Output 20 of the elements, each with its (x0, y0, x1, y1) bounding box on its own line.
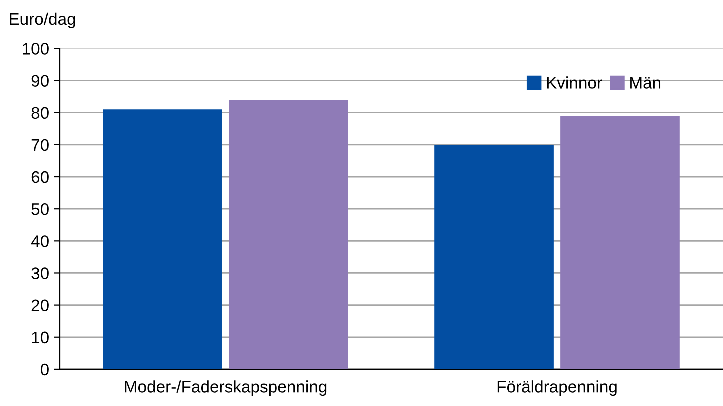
y-tick-label: 0 (40, 364, 49, 376)
y-tick-label: 60 (32, 171, 49, 184)
y-axis-title: Euro/dag (10, 12, 76, 28)
y-tick-label: 50 (32, 203, 49, 216)
bar (229, 100, 348, 370)
legend-label: Män (630, 77, 661, 89)
y-tick-label: 70 (32, 139, 49, 152)
y-tick-label: 40 (31, 236, 49, 248)
bar (434, 144, 554, 370)
y-tick-label: 30 (32, 268, 49, 280)
x-tick-label: Moder-/Faderskapspenning (125, 380, 327, 396)
bar (560, 116, 680, 370)
y-tick-label: 20 (32, 300, 49, 312)
y-tick-label: 80 (32, 107, 49, 120)
y-tick-label: 90 (32, 75, 49, 87)
y-tick-label: 10 (32, 332, 49, 344)
bar (103, 110, 222, 370)
y-tick-label: 100 (23, 43, 49, 55)
x-tick-label: Föräldrapenning (498, 380, 617, 396)
legend-label: Kvinnor (547, 76, 602, 89)
